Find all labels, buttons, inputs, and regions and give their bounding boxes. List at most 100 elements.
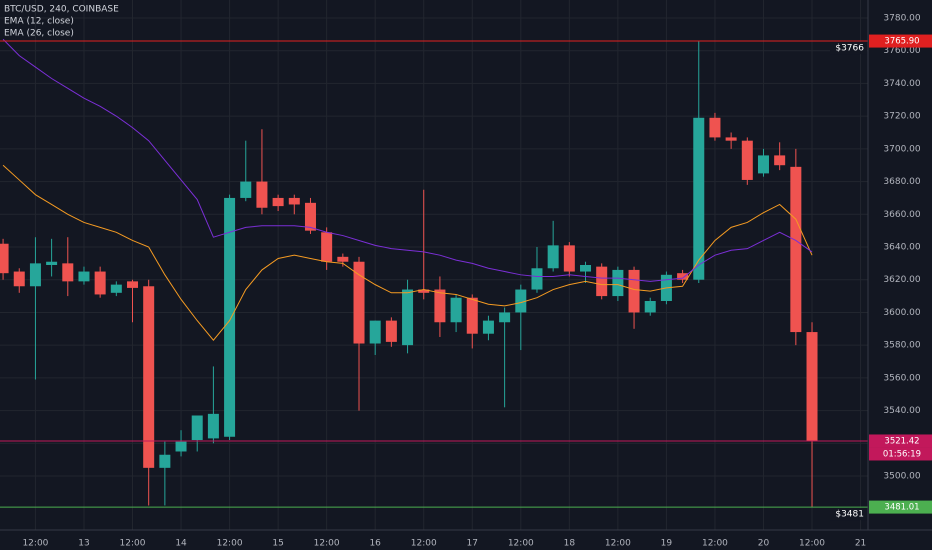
candle-body bbox=[806, 332, 818, 441]
y-tick-label: 3720.00 bbox=[883, 112, 920, 122]
x-tick-label: 12:00 bbox=[22, 539, 48, 549]
candle-body bbox=[515, 289, 527, 313]
price-tag: $3766 bbox=[835, 44, 864, 54]
x-tick-label: 12:00 bbox=[508, 539, 534, 549]
x-tick-label: 12:00 bbox=[120, 539, 146, 549]
price-label-box bbox=[869, 500, 932, 514]
x-tick-label: 12:00 bbox=[411, 539, 437, 549]
ema-line bbox=[2, 38, 813, 282]
price-label: 3481.01 bbox=[884, 503, 919, 513]
y-tick-label: 3640.00 bbox=[883, 243, 920, 253]
candle-body bbox=[62, 263, 74, 282]
x-tick-label: 21 bbox=[855, 539, 866, 549]
candle-body bbox=[563, 245, 575, 272]
candle-body bbox=[272, 197, 284, 207]
price-tag-bg bbox=[830, 508, 867, 521]
x-tick-label: 20 bbox=[758, 539, 770, 549]
candle-body bbox=[466, 297, 478, 334]
candle-body bbox=[256, 181, 268, 208]
plot bbox=[0, 38, 868, 508]
legend-entry: EMA (12, close) bbox=[4, 17, 74, 27]
price-tag: $3481 bbox=[835, 510, 864, 520]
candle-body bbox=[175, 441, 187, 452]
candle-body bbox=[353, 261, 365, 344]
price-label-box bbox=[869, 34, 932, 48]
y-tick-label: 3780.00 bbox=[883, 13, 920, 23]
candle-body bbox=[0, 243, 9, 274]
candle-body bbox=[369, 320, 381, 344]
candle-body bbox=[725, 137, 737, 141]
y-tick-label: 3540.00 bbox=[883, 406, 920, 416]
y-tick-label: 3740.00 bbox=[883, 79, 920, 89]
candle-body bbox=[402, 289, 414, 346]
x-tick-label: 13 bbox=[78, 539, 89, 549]
candle-body bbox=[46, 261, 58, 265]
candle-body bbox=[499, 312, 511, 323]
candle-body bbox=[159, 454, 171, 468]
x-tick-label: 12:00 bbox=[314, 539, 340, 549]
x-tick-label: 12:00 bbox=[702, 539, 728, 549]
x-tick-label: 18 bbox=[564, 539, 576, 549]
candle-body bbox=[741, 140, 753, 180]
candle-body bbox=[677, 273, 689, 280]
x-tick-label: 16 bbox=[369, 539, 381, 549]
candle-body bbox=[224, 197, 236, 437]
candle-body bbox=[29, 263, 41, 287]
y-tick-label: 3600.00 bbox=[883, 308, 920, 318]
y-tick-label: 3580.00 bbox=[883, 341, 920, 351]
candle-body bbox=[596, 266, 608, 297]
price-label: 3765.90 bbox=[884, 37, 919, 47]
ema-line bbox=[2, 164, 813, 342]
candle-body bbox=[321, 232, 333, 262]
candle-body bbox=[644, 300, 656, 313]
candle-body bbox=[434, 289, 446, 323]
candle-body bbox=[580, 265, 592, 272]
candle-body bbox=[385, 320, 397, 342]
candle-body bbox=[304, 202, 316, 231]
candle-body bbox=[94, 271, 106, 295]
y-tick-label: 3760.00 bbox=[883, 46, 920, 56]
y-tick-label: 3680.00 bbox=[883, 177, 920, 187]
y-tick-label: 3560.00 bbox=[883, 373, 920, 383]
candle-body bbox=[143, 286, 155, 468]
candle-body bbox=[628, 269, 640, 313]
price-tag-bg bbox=[830, 42, 867, 55]
y-tick-label: 3500.00 bbox=[883, 472, 920, 482]
candle-body bbox=[757, 155, 769, 174]
candle-body bbox=[612, 269, 624, 297]
y-tick-label: 3660.00 bbox=[883, 210, 920, 220]
x-tick-label: 17 bbox=[467, 539, 478, 549]
candle-body bbox=[790, 166, 802, 333]
candle-body bbox=[13, 271, 25, 287]
candle-body bbox=[110, 284, 122, 293]
x-tick-label: 14 bbox=[175, 539, 187, 549]
candle-body bbox=[547, 245, 559, 269]
candle-body bbox=[418, 289, 430, 293]
countdown-box bbox=[869, 447, 932, 461]
chart-title: BTC/USD, 240, COINBASE bbox=[4, 5, 119, 15]
candle-body bbox=[709, 117, 721, 138]
x-tick-label: 15 bbox=[272, 539, 283, 549]
candle-body bbox=[693, 117, 705, 280]
candle-body bbox=[191, 415, 203, 441]
axes: 3500.003520.003540.003560.003580.003600.… bbox=[22, 13, 932, 549]
x-tick-label: 12:00 bbox=[217, 539, 243, 549]
x-tick-label: 12:00 bbox=[605, 539, 631, 549]
legend-entry: EMA (26, close) bbox=[4, 29, 74, 39]
candle-body bbox=[78, 271, 90, 282]
y-tick-label: 3700.00 bbox=[883, 144, 920, 154]
candle-body bbox=[450, 297, 462, 323]
x-tick-label: 19 bbox=[661, 539, 673, 549]
candle-body bbox=[337, 256, 349, 262]
candle-body bbox=[240, 181, 252, 198]
price-label: 3521.42 bbox=[884, 436, 919, 446]
candle-body bbox=[774, 155, 786, 166]
candle-body bbox=[531, 268, 543, 290]
y-tick-label: 3620.00 bbox=[883, 275, 920, 285]
candle-body bbox=[207, 413, 219, 439]
candle-body bbox=[288, 197, 300, 205]
countdown: 01:56:19 bbox=[883, 449, 921, 459]
candle-body bbox=[482, 320, 494, 334]
